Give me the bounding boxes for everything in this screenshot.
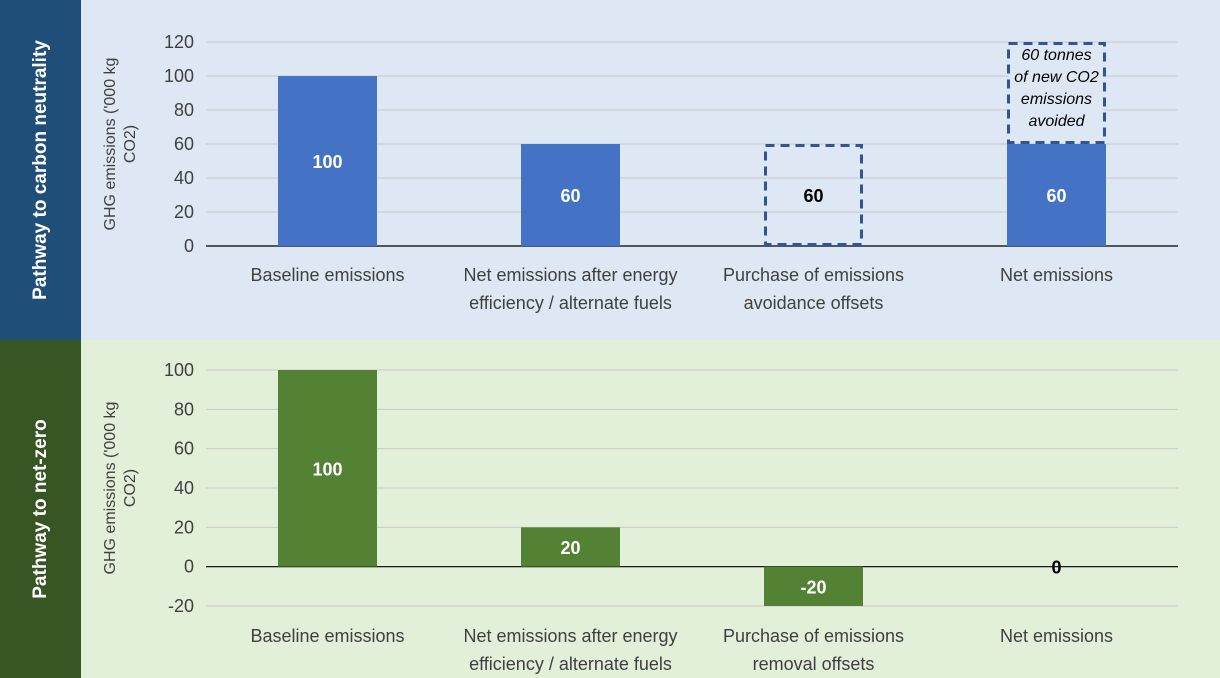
category-label-line: efficiency / alternate fuels [469, 654, 672, 674]
category-label-line: Net emissions [1000, 265, 1113, 285]
side-tab-net-zero: Pathway to net-zero [0, 340, 81, 678]
data-label: -20 [800, 577, 826, 597]
y-tick-label: 40 [174, 478, 194, 498]
chart-net-zero: -20 0 20 40 60 80 100 GHG emissions ('000 kg CO2… [102, 360, 1178, 674]
y-tick-label: 0 [184, 236, 194, 256]
category-label-line: avoidance offsets [744, 293, 884, 313]
y-tick-label: 0 [184, 557, 194, 577]
chart-panel-carbon-neutrality: 0 20 40 60 80 100 120 GHG emissions ('000 kg CO2… [81, 0, 1220, 340]
category-label-line: Purchase of emissions [723, 626, 904, 646]
category-label: Net emissions after energy efficiency / a… [463, 265, 677, 313]
category-label-line: Net emissions after energy [463, 265, 677, 285]
side-tab-carbon-neutrality: Pathway to carbon neutrality [0, 0, 81, 340]
data-label: 60 [803, 186, 823, 206]
chart-panel-net-zero: -20 0 20 40 60 80 100 GHG emissions ('000 kg CO2… [81, 340, 1220, 678]
data-label: 60 [560, 186, 580, 206]
y-tick-label: 100 [164, 360, 194, 380]
y-tick-label: -20 [168, 596, 194, 616]
side-tab-label: Pathway to carbon neutrality [29, 40, 51, 300]
category-label: Baseline emissions [250, 265, 404, 285]
data-label: 60 [1046, 186, 1066, 206]
y-axis-label-line: GHG emissions ('000 kg [102, 402, 119, 575]
category-label: Baseline emissions [250, 626, 404, 646]
y-tick-label: 40 [174, 168, 194, 188]
bar [278, 76, 377, 246]
bar [1007, 144, 1106, 246]
category-label: Net emissions [1000, 265, 1113, 285]
bar [278, 370, 377, 567]
data-label: 100 [312, 459, 342, 479]
offset-bar-dashed [764, 144, 863, 246]
y-tick-label: 100 [164, 66, 194, 86]
category-label-line: Net emissions [1000, 626, 1113, 646]
y-tick-label: 60 [174, 134, 194, 154]
y-tick-label: 80 [174, 399, 194, 419]
category-label-line: Baseline emissions [250, 626, 404, 646]
category-label-line: removal offsets [753, 654, 875, 674]
annotation-box-dashed [1007, 42, 1106, 144]
y-axis-label-line: CO2) [122, 125, 139, 163]
bar [521, 144, 620, 246]
y-tick-label: 80 [174, 100, 194, 120]
y-axis-label-line: CO2) [122, 469, 139, 507]
annotation-text-line: 60 tonnes [1021, 47, 1091, 64]
category-label: Net emissions [1000, 626, 1113, 646]
annotation-text-line: emissions [1021, 91, 1092, 108]
category-label-line: efficiency / alternate fuels [469, 293, 672, 313]
category-label-line: Net emissions after energy [463, 626, 677, 646]
data-label: 100 [312, 152, 342, 172]
category-label: Purchase of emissions avoidance offsets [723, 265, 904, 313]
category-label-line: Baseline emissions [250, 265, 404, 285]
y-tick-label: 20 [174, 202, 194, 222]
data-label: 0 [1051, 558, 1061, 578]
category-label: Net emissions after energy efficiency / a… [463, 626, 677, 674]
bar [764, 566, 863, 606]
y-axis-label: GHG emissions ('000 kg CO2) [102, 58, 139, 231]
side-tab-label: Pathway to net-zero [29, 419, 51, 599]
y-tick-label: 20 [174, 517, 194, 537]
y-tick-label: 120 [164, 32, 194, 52]
category-label-line: Purchase of emissions [723, 265, 904, 285]
y-tick-label: 60 [174, 439, 194, 459]
data-label: 20 [560, 538, 580, 558]
y-axis-label: GHG emissions ('000 kg CO2) [102, 402, 139, 575]
chart-carbon-neutrality: 0 20 40 60 80 100 120 GHG emissions ('000 kg CO2… [102, 32, 1178, 313]
annotation-text-line: of new CO2 [1014, 69, 1099, 86]
category-label: Purchase of emissions removal offsets [723, 626, 904, 674]
y-axis-label-line: GHG emissions ('000 kg [102, 58, 119, 231]
annotation-text: 60 tonnes of new CO2 emissions avoided [1014, 47, 1099, 130]
bar [521, 527, 620, 567]
annotation-text-line: avoided [1028, 113, 1085, 130]
